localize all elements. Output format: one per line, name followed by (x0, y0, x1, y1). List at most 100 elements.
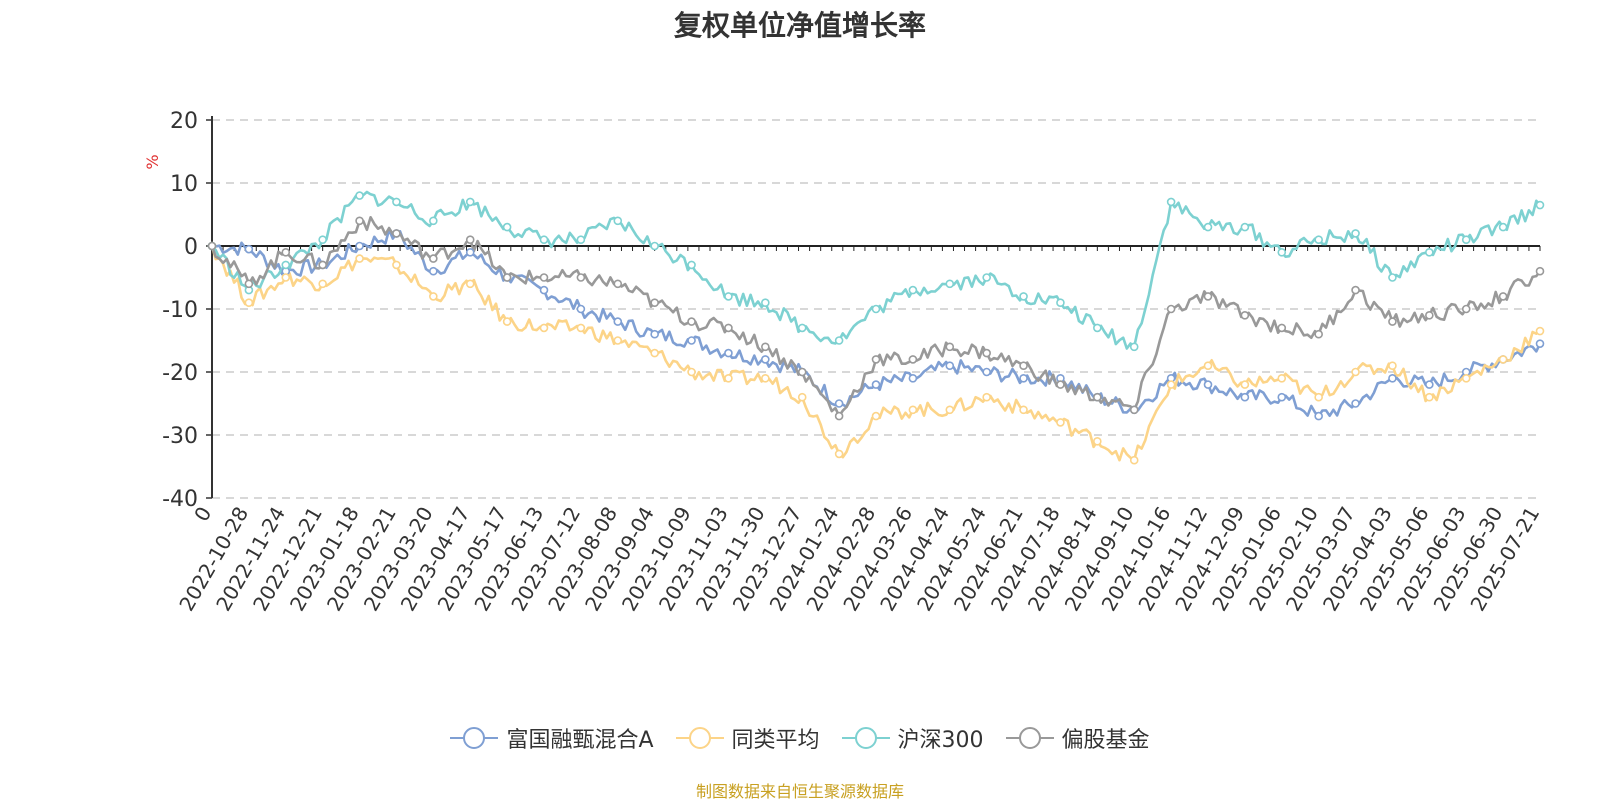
data-point (1351, 367, 1360, 377)
data-point (724, 348, 733, 358)
data-point (1535, 326, 1545, 336)
data-point (539, 285, 549, 295)
legend-series-icon (1005, 727, 1054, 749)
data-point (761, 355, 770, 364)
data-point (502, 273, 512, 282)
data-point (982, 273, 991, 282)
data-point (1535, 266, 1545, 276)
data-point (1240, 222, 1250, 232)
data-point (539, 235, 549, 244)
data-point (1351, 399, 1360, 408)
data-point (945, 405, 955, 415)
data-point (1240, 380, 1250, 389)
data-point (1203, 222, 1213, 232)
data-point (576, 235, 586, 244)
data-point (281, 248, 291, 257)
data-point (1351, 229, 1360, 238)
data-point (1240, 310, 1250, 320)
data-point (687, 367, 696, 377)
data-point (1461, 235, 1471, 244)
data-point (1388, 373, 1397, 383)
y-tick-label: 0 (184, 235, 198, 260)
legend-label: 同类平均 (731, 728, 820, 753)
data-point (392, 260, 401, 270)
data-point (1425, 392, 1434, 402)
data-point (429, 254, 438, 263)
x-tick-label: 0 (189, 503, 216, 526)
data-point (1425, 248, 1434, 257)
data-point (1056, 418, 1065, 427)
data-point (650, 298, 659, 308)
data-point (908, 405, 918, 415)
data-point (1388, 361, 1397, 371)
data-point (650, 241, 659, 251)
data-point (502, 317, 512, 326)
data-point (871, 411, 881, 421)
data-point (244, 298, 254, 308)
data-point (281, 260, 291, 270)
chart-title: 复权单位净值增长率 (673, 9, 926, 42)
data-point (1314, 411, 1323, 421)
data-point (1093, 323, 1102, 333)
data-point (871, 304, 881, 314)
data-point (1203, 380, 1213, 389)
data-point (355, 191, 364, 200)
data-point (429, 216, 438, 226)
line-chart: 20100-10-20-30-40%02022-10-282022-11-242… (143, 109, 1545, 615)
legend-item[interactable]: 同类平均 (675, 722, 820, 754)
data-point (908, 285, 918, 295)
series-line (210, 245, 1541, 462)
data-point (797, 392, 807, 402)
data-point (244, 279, 254, 289)
data-point (724, 292, 733, 301)
data-point (908, 373, 918, 383)
data-point (1129, 405, 1139, 415)
legend-item[interactable]: 富国融甄混合A (450, 722, 654, 754)
y-tick-label: -30 (162, 424, 198, 449)
data-point (318, 260, 327, 270)
y-tick-label: 20 (170, 109, 198, 134)
data-point (1166, 304, 1176, 314)
data-point (650, 329, 659, 339)
legend-series-icon (450, 727, 499, 749)
data-point (1093, 392, 1102, 402)
data-point (797, 367, 807, 377)
data-point (207, 241, 217, 251)
legend-item[interactable]: 沪深300 (841, 722, 984, 754)
data-point (318, 279, 327, 289)
data-point (1314, 329, 1323, 339)
legend-series-icon (841, 727, 890, 749)
legend-item[interactable]: 偏股基金 (1005, 722, 1150, 754)
tick-labels: 20100-10-20-30-40%02022-10-282022-11-242… (143, 109, 1544, 615)
data-point (797, 323, 807, 333)
series-line (211, 190, 1541, 350)
data-point (613, 336, 623, 345)
data-point (1498, 292, 1508, 301)
legend-series-icon (675, 727, 724, 749)
data-point (1019, 292, 1028, 301)
data-point (613, 216, 623, 226)
data-point (834, 399, 844, 408)
data-point (1166, 197, 1176, 207)
data-point (1314, 235, 1323, 244)
data-point (1277, 323, 1287, 333)
data-point (1461, 304, 1471, 314)
data-point (1240, 392, 1250, 402)
data-point (613, 279, 623, 289)
data-point (1166, 380, 1176, 389)
data-point (502, 222, 512, 232)
data-point (834, 336, 844, 345)
data-point (1203, 361, 1213, 371)
data-point (834, 411, 844, 421)
y-tick-label: -40 (162, 487, 198, 512)
data-point (355, 254, 364, 263)
data-point (392, 229, 401, 238)
data-point (1535, 200, 1545, 210)
legend-label: 偏股基金 (1061, 728, 1150, 753)
data-point (1314, 392, 1323, 402)
source-note: 制图数据来自恒生聚源数据库 (695, 782, 904, 801)
data-point (1129, 342, 1139, 352)
data-point (945, 279, 955, 289)
data-point (1498, 222, 1508, 232)
data-point (761, 373, 770, 383)
